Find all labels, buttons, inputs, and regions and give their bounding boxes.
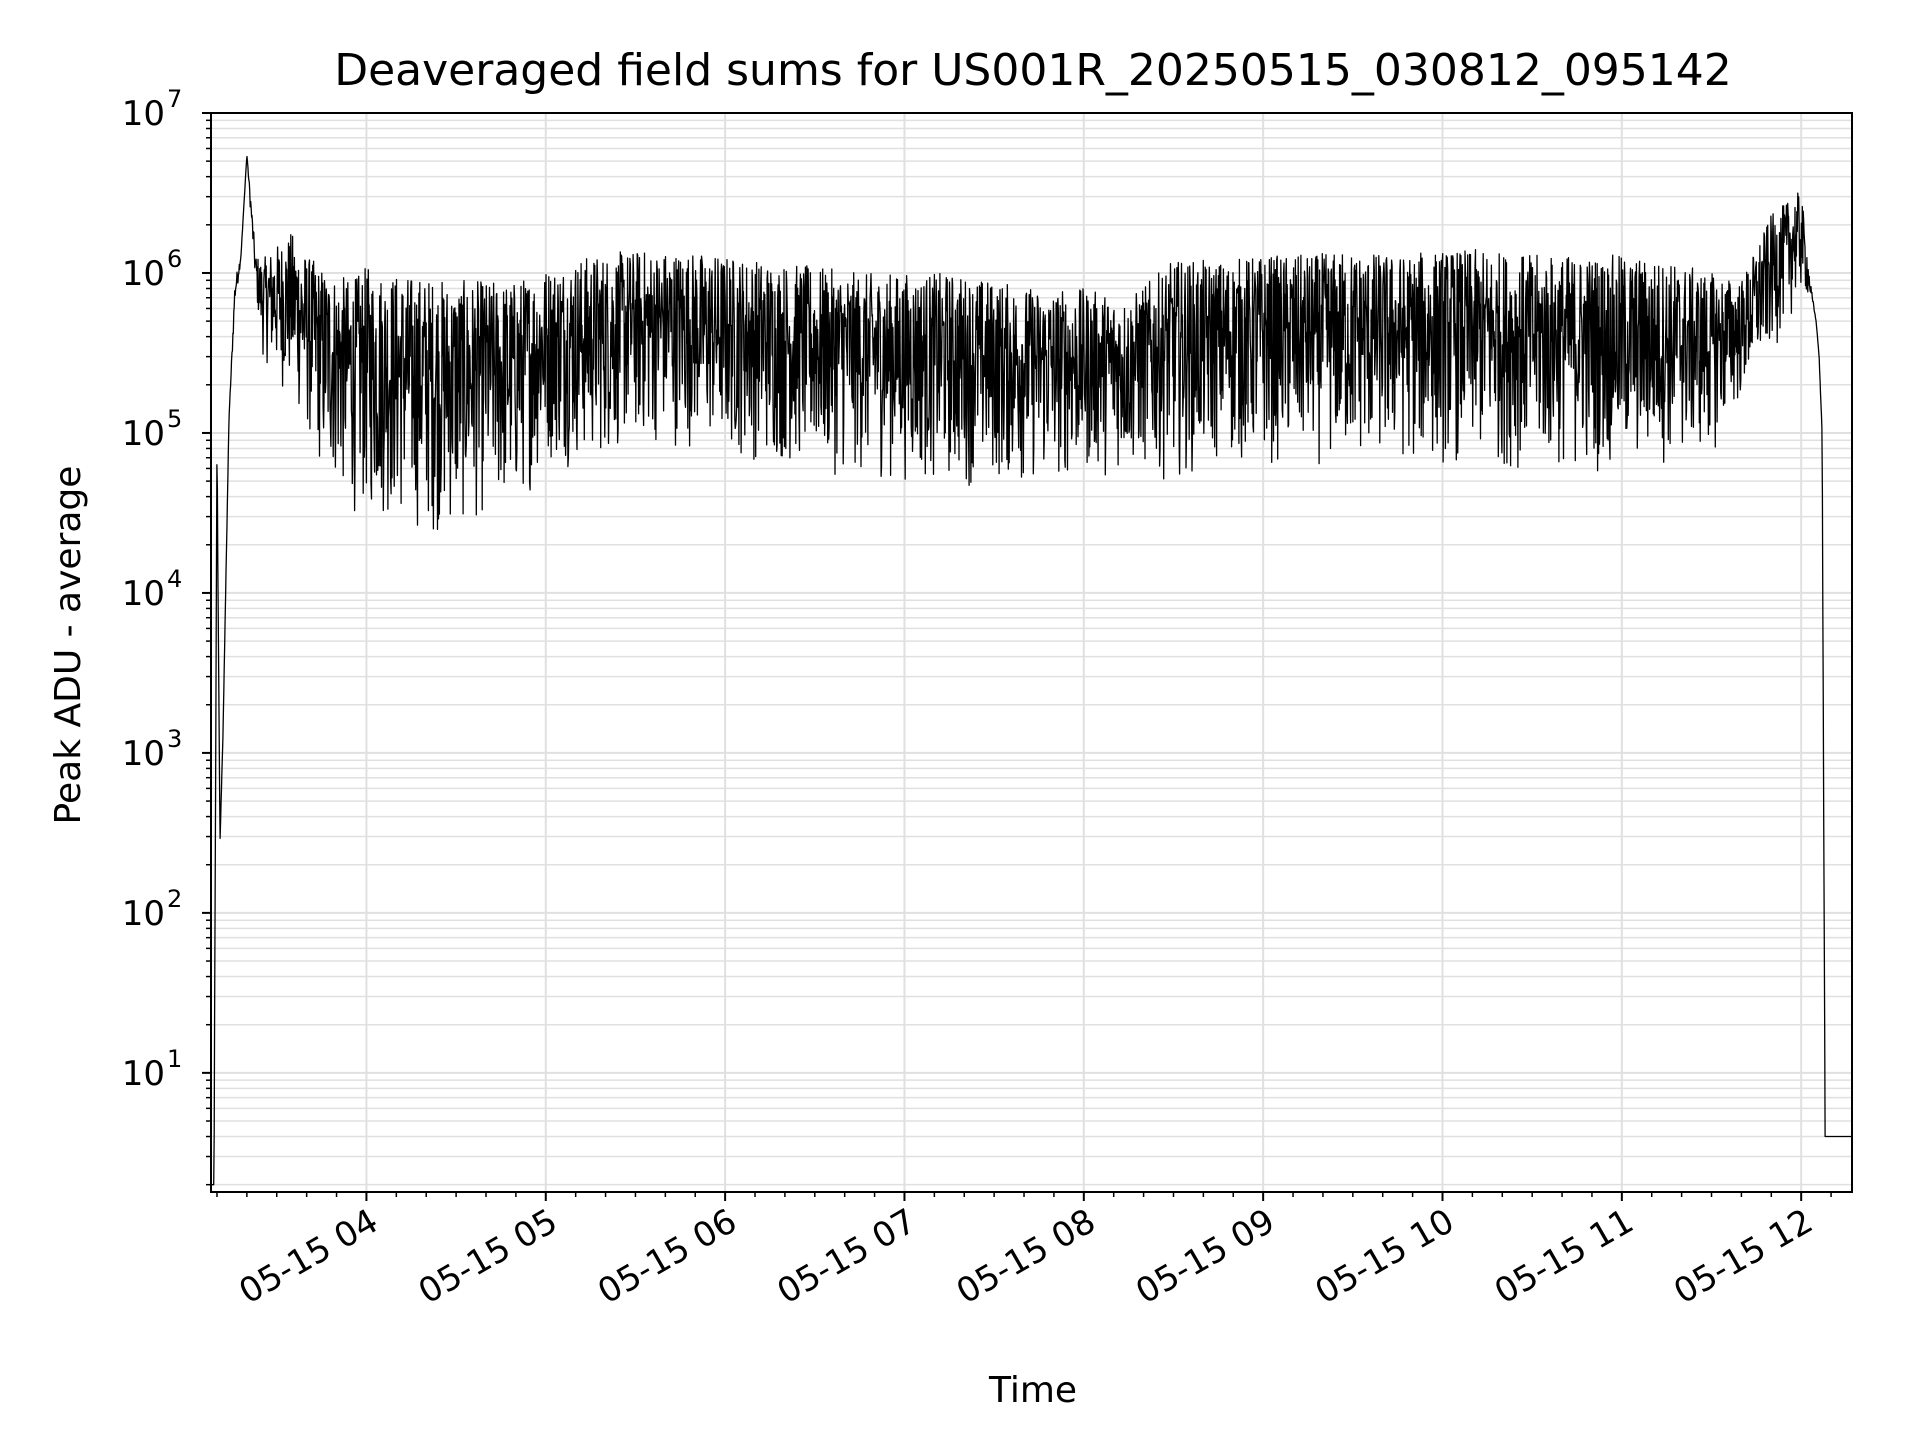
y-tick-exponent: 2 [167,885,182,913]
y-tick-exponent: 3 [167,725,182,753]
y-tick-exponent: 7 [167,85,182,113]
y-tick-label: 10 [122,414,165,454]
grid-lines [211,112,1852,1192]
y-tick-exponent: 6 [167,245,182,273]
y-tick-exponent: 4 [167,565,182,593]
y-tick-label: 10 [122,734,165,774]
plot-frame [210,112,1853,1193]
y-tick-exponent: 5 [167,405,182,433]
y-tick-label: 10 [122,894,165,934]
chart-title: Deaveraged field sums for US001R_2025051… [334,45,1732,96]
y-tick-label: 10 [122,254,165,294]
series-line [210,155,1853,1186]
y-tick-label: 10 [122,574,165,614]
data-series [210,155,1853,1186]
y-tick-exponent: 1 [167,1045,182,1073]
x-axis-label: Time [988,1370,1077,1411]
y-tick-label: 10 [122,94,165,134]
y-tick-label: 10 [122,1054,165,1094]
y-axis-label: Peak ADU - average [48,466,89,825]
